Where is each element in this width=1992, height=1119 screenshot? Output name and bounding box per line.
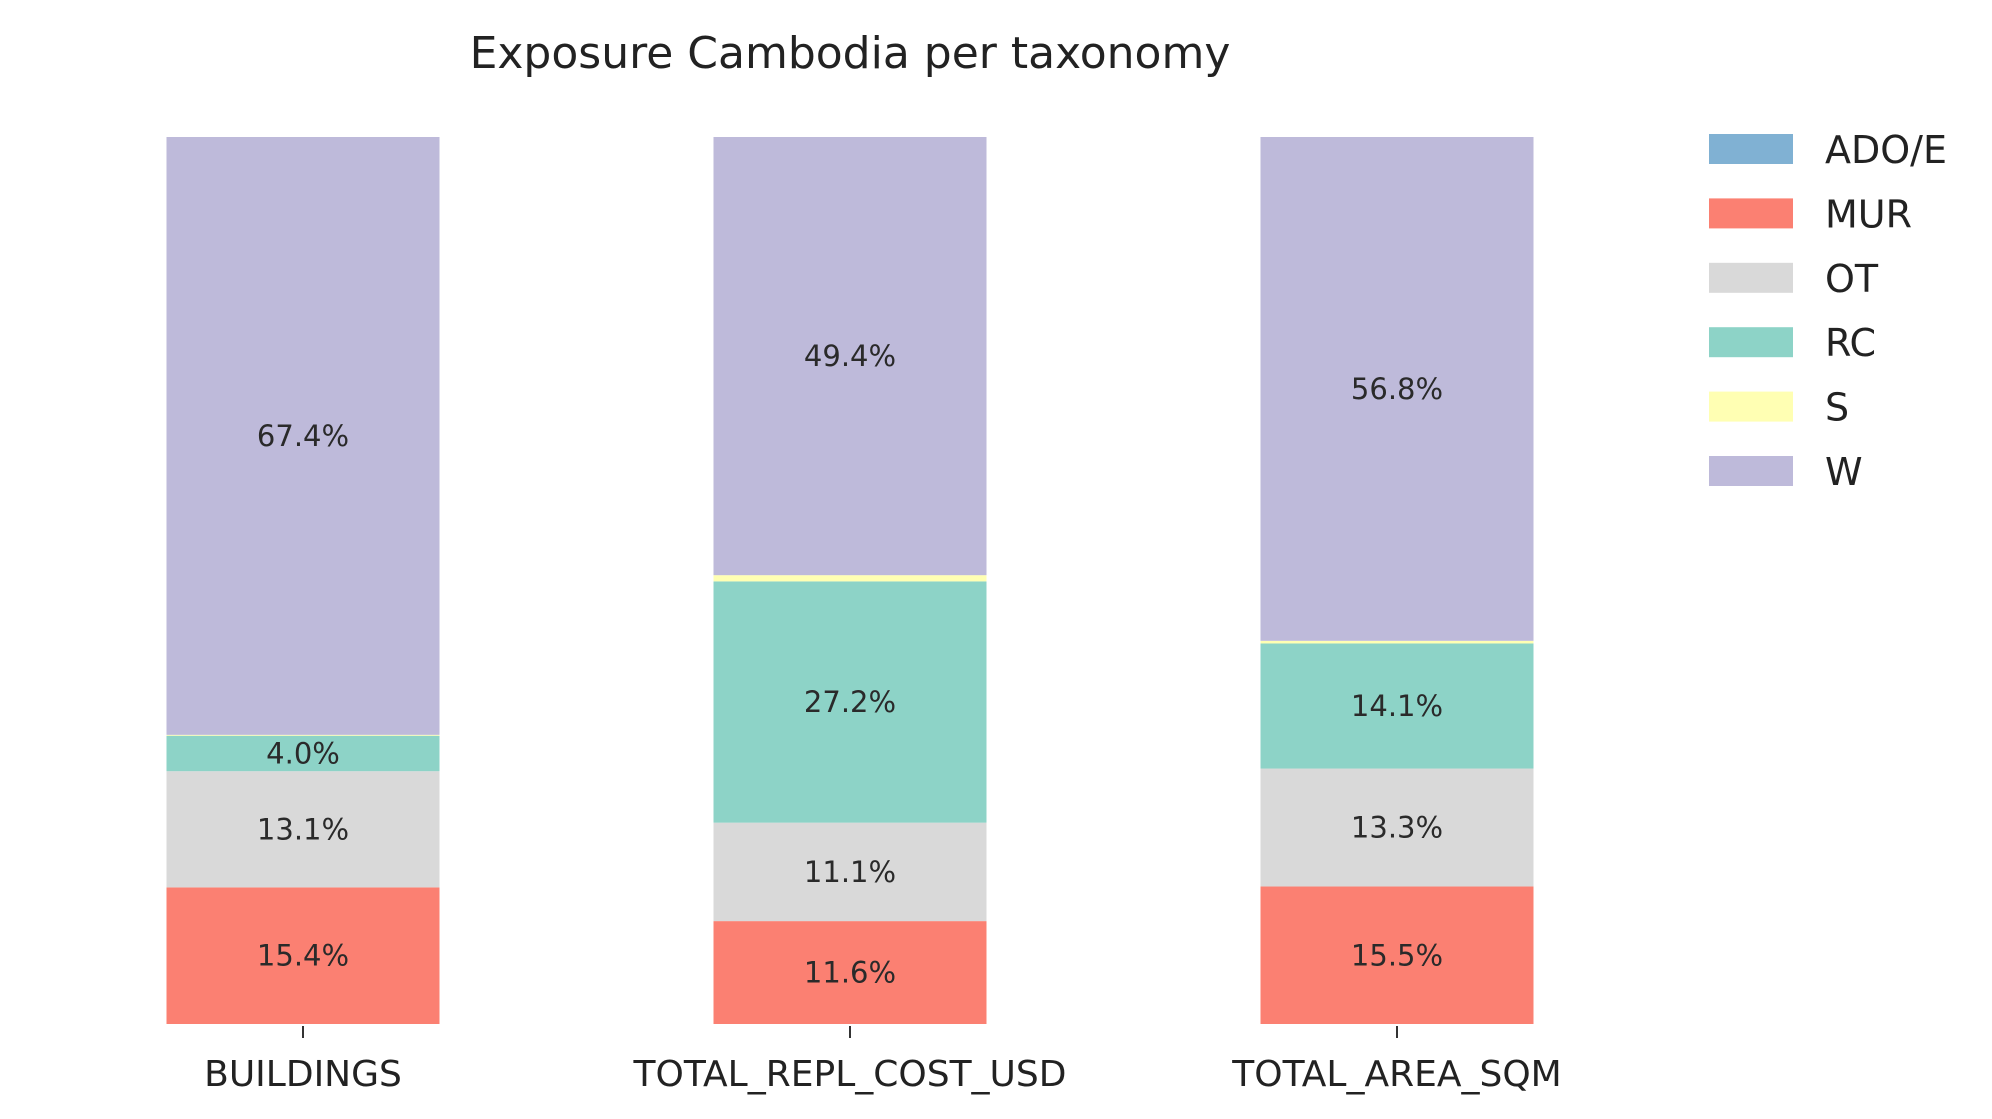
legend-swatch-mur bbox=[1709, 198, 1793, 229]
bar-segment-total-repl-cost-usd-w bbox=[713, 137, 987, 576]
legend-label-s: S bbox=[1825, 386, 1849, 430]
data-label-buildings-rc: 4.0% bbox=[266, 736, 340, 770]
legend-swatch-ado-e bbox=[1709, 134, 1793, 164]
legend-label-w: W bbox=[1825, 450, 1863, 494]
bar-segment-total-area-sqm-w bbox=[1260, 137, 1534, 641]
bar-segment-buildings-rc bbox=[166, 735, 440, 772]
bar-segment-total-area-sqm-rc bbox=[1260, 643, 1534, 769]
data-label-buildings-w: 67.4% bbox=[257, 419, 349, 453]
legend-label-ot: OT bbox=[1825, 257, 1879, 301]
legend-swatch-ot bbox=[1709, 262, 1793, 293]
bar-segment-buildings-mur bbox=[166, 887, 440, 1024]
chart-title: Exposure Cambodia per taxonomy bbox=[470, 28, 1231, 79]
bar-segment-total-repl-cost-usd-s bbox=[713, 575, 987, 582]
x-axis: BUILDINGS TOTAL_REPL_COST_USD TOTAL_AREA_S… bbox=[204, 1026, 1562, 1095]
segment-labels-group: 15.4% 13.1% 4.0% 67.4% 11.6% 11.1% 27.2% 49.4% 1… bbox=[257, 339, 1443, 989]
legend: ADO/E MUR OT RC SW bbox=[1709, 128, 1947, 494]
data-label-total-repl-cost-usd-w: 49.4% bbox=[804, 339, 896, 373]
x-tick-label-total-repl-cost-usd: TOTAL_REPL_COST_USD bbox=[633, 1054, 1067, 1095]
x-tick-label-buildings: BUILDINGS bbox=[204, 1054, 402, 1095]
bar-segment-buildings-s bbox=[166, 734, 440, 736]
data-label-total-area-sqm-mur: 15.5% bbox=[1351, 938, 1443, 972]
bar-segment-total-area-sqm-s bbox=[1260, 640, 1534, 644]
data-label-total-area-sqm-w: 56.8% bbox=[1351, 372, 1443, 406]
x-tick-label-total-area-sqm: TOTAL_AREA_SQM bbox=[1231, 1054, 1561, 1095]
legend-label-mur: MUR bbox=[1825, 192, 1912, 236]
bar-segment-buildings-w bbox=[166, 137, 440, 735]
legend-swatch-rc bbox=[1709, 327, 1793, 358]
legend-swatch-s bbox=[1709, 391, 1793, 422]
bar-segment-total-area-sqm-ot bbox=[1260, 768, 1534, 887]
bar-segment-total-area-sqm-mur bbox=[1260, 886, 1534, 1024]
legend-swatch-w bbox=[1709, 456, 1793, 486]
data-label-total-area-sqm-ot: 13.3% bbox=[1351, 811, 1443, 845]
legend-label-rc: RC bbox=[1825, 321, 1876, 365]
data-label-total-repl-cost-usd-mur: 11.6% bbox=[804, 956, 896, 990]
bar-segment-buildings-ot bbox=[166, 771, 440, 888]
bars-group bbox=[166, 137, 1534, 1024]
data-label-total-repl-cost-usd-ot: 11.1% bbox=[804, 855, 896, 889]
data-label-buildings-ot: 13.1% bbox=[257, 812, 349, 846]
data-label-total-area-sqm-rc: 14.1% bbox=[1351, 689, 1443, 723]
legend-label-ado-e: ADO/E bbox=[1825, 128, 1947, 172]
data-label-buildings-mur: 15.4% bbox=[257, 939, 349, 973]
bar-segment-total-repl-cost-usd-mur bbox=[713, 921, 987, 1024]
data-label-total-repl-cost-usd-rc: 27.2% bbox=[804, 685, 896, 719]
bar-segment-total-repl-cost-usd-rc bbox=[713, 581, 987, 823]
bar-segment-total-repl-cost-usd-ot bbox=[713, 822, 987, 922]
